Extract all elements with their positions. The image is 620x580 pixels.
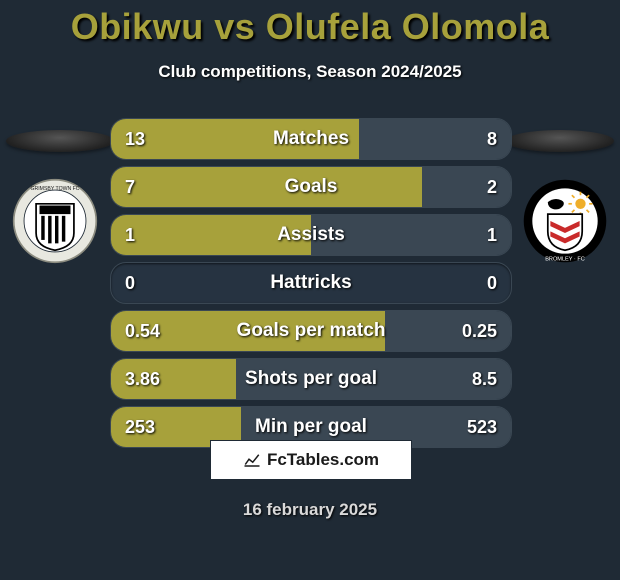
footer-date: 16 february 2025: [0, 500, 620, 520]
svg-text:GRIMSBY TOWN FC: GRIMSBY TOWN FC: [31, 186, 80, 192]
player-photo-placeholder-left: [6, 130, 114, 152]
stat-row: 00Hattricks: [110, 262, 512, 304]
stat-row: 138Matches: [110, 118, 512, 160]
bromley-badge-icon: BROMLEY · FC: [522, 178, 608, 264]
stat-label: Assists: [111, 215, 511, 255]
grimsby-town-badge-icon: GRIMSBY TOWN FC: [12, 178, 98, 264]
svg-text:BROMLEY · FC: BROMLEY · FC: [545, 257, 585, 263]
player-photo-placeholder-right: [506, 130, 614, 152]
page-subtitle: Club competitions, Season 2024/2025: [0, 62, 620, 82]
club-badge-right: BROMLEY · FC: [522, 178, 608, 264]
source-badge: FcTables.com: [210, 440, 412, 480]
club-badge-left: GRIMSBY TOWN FC: [12, 178, 98, 264]
stat-row: 11Assists: [110, 214, 512, 256]
fctables-logo-icon: [243, 451, 261, 469]
stat-label: Shots per goal: [111, 359, 511, 399]
stat-row: 3.868.5Shots per goal: [110, 358, 512, 400]
stat-row: 72Goals: [110, 166, 512, 208]
stat-label: Goals per match: [111, 311, 511, 351]
stat-row: 0.540.25Goals per match: [110, 310, 512, 352]
comparison-card: Obikwu vs Olufela Olomola Club competiti…: [0, 0, 620, 580]
stat-label: Goals: [111, 167, 511, 207]
stat-label: Hattricks: [111, 263, 511, 303]
page-title: Obikwu vs Olufela Olomola: [0, 6, 620, 48]
source-badge-label: FcTables.com: [267, 450, 379, 470]
stat-bars: 138Matches 72Goals 11Assists 00Hattricks 0.5…: [110, 118, 510, 454]
stat-label: Matches: [111, 119, 511, 159]
